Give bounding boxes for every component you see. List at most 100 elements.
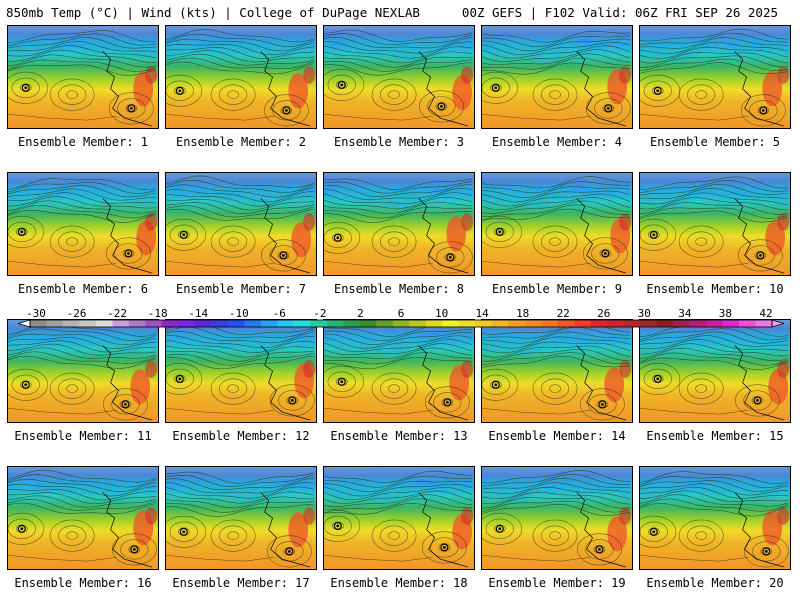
ensemble-member-label: Ensemble Member: 10 [646, 282, 784, 296]
colorbar-segment [557, 320, 575, 327]
ensemble-member-map [481, 172, 633, 276]
ensemble-member-label: Ensemble Member: 11 [14, 429, 152, 443]
colorbar-segment [343, 320, 361, 327]
colorbar-segment [46, 320, 64, 327]
ensemble-member-map [7, 319, 159, 423]
colorbar-segment [491, 320, 509, 327]
colorbar-tick-label: -6 [273, 307, 286, 320]
colorbar-segment [79, 320, 97, 327]
colorbar-segment [227, 320, 245, 327]
ensemble-member-map [165, 466, 317, 570]
ensemble-member-map [7, 25, 159, 129]
colorbar-tick-label: -2 [313, 307, 326, 320]
header-title-left: 850mb Temp (°C) | Wind (kts) | College o… [6, 5, 420, 20]
colorbar-segment [128, 320, 146, 327]
colorbar-tick-label: 26 [597, 307, 610, 320]
colorbar-segment [194, 320, 212, 327]
ensemble-member-label: Ensemble Member: 5 [649, 135, 781, 149]
ensemble-member-label: Ensemble Member: 15 [646, 429, 784, 443]
colorbar-tick-label: -14 [188, 307, 208, 320]
colorbar-tick-label: 18 [516, 307, 529, 320]
colorbar-segment [442, 320, 460, 327]
ensemble-member-map [323, 319, 475, 423]
ensemble-member-label: Ensemble Member: 3 [333, 135, 465, 149]
ensemble-member-label: Ensemble Member: 9 [491, 282, 623, 296]
colorbar-segment [145, 320, 163, 327]
ensemble-member-map [639, 25, 791, 129]
ensemble-member-label: Ensemble Member: 6 [17, 282, 149, 296]
colorbar-tick-label: 14 [475, 307, 489, 320]
colorbar-left-arrow [18, 319, 31, 328]
colorbar-segment [607, 320, 624, 327]
colorbar-segment [409, 320, 427, 327]
ensemble-member-map [481, 319, 633, 423]
colorbar-segment [244, 320, 262, 327]
ensemble-member-label: Ensemble Member: 20 [646, 576, 784, 590]
ensemble-member-label: Ensemble Member: 8 [333, 282, 465, 296]
colorbar-segment [359, 320, 377, 327]
ensemble-member-map [323, 466, 475, 570]
colorbar-tick-label: 38 [719, 307, 732, 320]
ensemble-member-map [7, 466, 159, 570]
colorbar-segment [590, 320, 608, 327]
colorbar-segment [62, 320, 80, 327]
ensemble-member-label: Ensemble Member: 17 [172, 576, 310, 590]
colorbar-right-arrow [771, 319, 784, 328]
colorbar-segment [211, 320, 229, 327]
colorbar-tick-label: 30 [638, 307, 651, 320]
ensemble-member-map [165, 319, 317, 423]
ensemble-member-map [7, 172, 159, 276]
temperature-colorbar: -30 -26 -22 -18 -14 -10 -6 -2 2 6 10 14 18 22 26 30 34 38… [18, 307, 784, 328]
ensemble-member-label: Ensemble Member: 19 [488, 576, 626, 590]
colorbar-segment [458, 320, 476, 327]
ensemble-member-map [165, 172, 317, 276]
ensemble-member-label: Ensemble Member: 4 [491, 135, 623, 149]
colorbar-tick-label: 10 [435, 307, 448, 320]
ensemble-member-map [639, 172, 791, 276]
colorbar-segment [310, 320, 328, 327]
colorbar-tick-label: 22 [557, 307, 570, 320]
colorbar-tick-label: -22 [107, 307, 127, 320]
colorbar-segment [722, 320, 740, 327]
colorbar-tick-label: 42 [759, 307, 772, 320]
colorbar-segment [673, 320, 690, 327]
colorbar-segment [689, 320, 707, 327]
colorbar-segment [178, 320, 196, 327]
colorbar-tick-label: -26 [67, 307, 87, 320]
colorbar-segment [326, 320, 344, 327]
colorbar-segment [425, 320, 443, 327]
ensemble-member-map [323, 172, 475, 276]
ensemble-member-map [639, 319, 791, 423]
ensemble-member-label: Ensemble Member: 16 [14, 576, 152, 590]
colorbar-segment [524, 320, 542, 327]
colorbar-tick-label: -18 [148, 307, 168, 320]
ensemble-member-map [481, 466, 633, 570]
colorbar-segment [95, 320, 113, 327]
colorbar-segment [277, 320, 295, 327]
colorbar-segment [392, 320, 410, 327]
colorbar-tick-label: -10 [229, 307, 249, 320]
ensemble-member-map [323, 25, 475, 129]
ensemble-member-label: Ensemble Member: 12 [172, 429, 310, 443]
colorbar-segment [508, 320, 525, 327]
colorbar-tick-label: 6 [398, 307, 405, 320]
colorbar-segment [640, 320, 657, 327]
colorbar-tick-label: 34 [678, 307, 692, 320]
ensemble-member-label: Ensemble Member: 2 [175, 135, 307, 149]
header-title-right: 00Z GEFS | F102 Valid: 06Z FRI SEP 26 20… [461, 5, 778, 20]
colorbar-segment [706, 320, 723, 327]
colorbar-segment [475, 320, 492, 327]
colorbar-segment [656, 320, 674, 327]
colorbar-segment [541, 320, 558, 327]
colorbar-segment [755, 320, 773, 327]
colorbar-segment [739, 320, 756, 327]
ensemble-member-label: Ensemble Member: 18 [330, 576, 468, 590]
ensemble-member-map [639, 466, 791, 570]
ensemble-member-map [481, 25, 633, 129]
colorbar-segment [623, 320, 641, 327]
colorbar-segment [30, 320, 47, 327]
ensemble-member-label: Ensemble Member: 13 [330, 429, 468, 443]
colorbar-segment [293, 320, 311, 327]
colorbar-segment [161, 320, 179, 327]
colorbar-tick-label: -30 [26, 307, 46, 320]
